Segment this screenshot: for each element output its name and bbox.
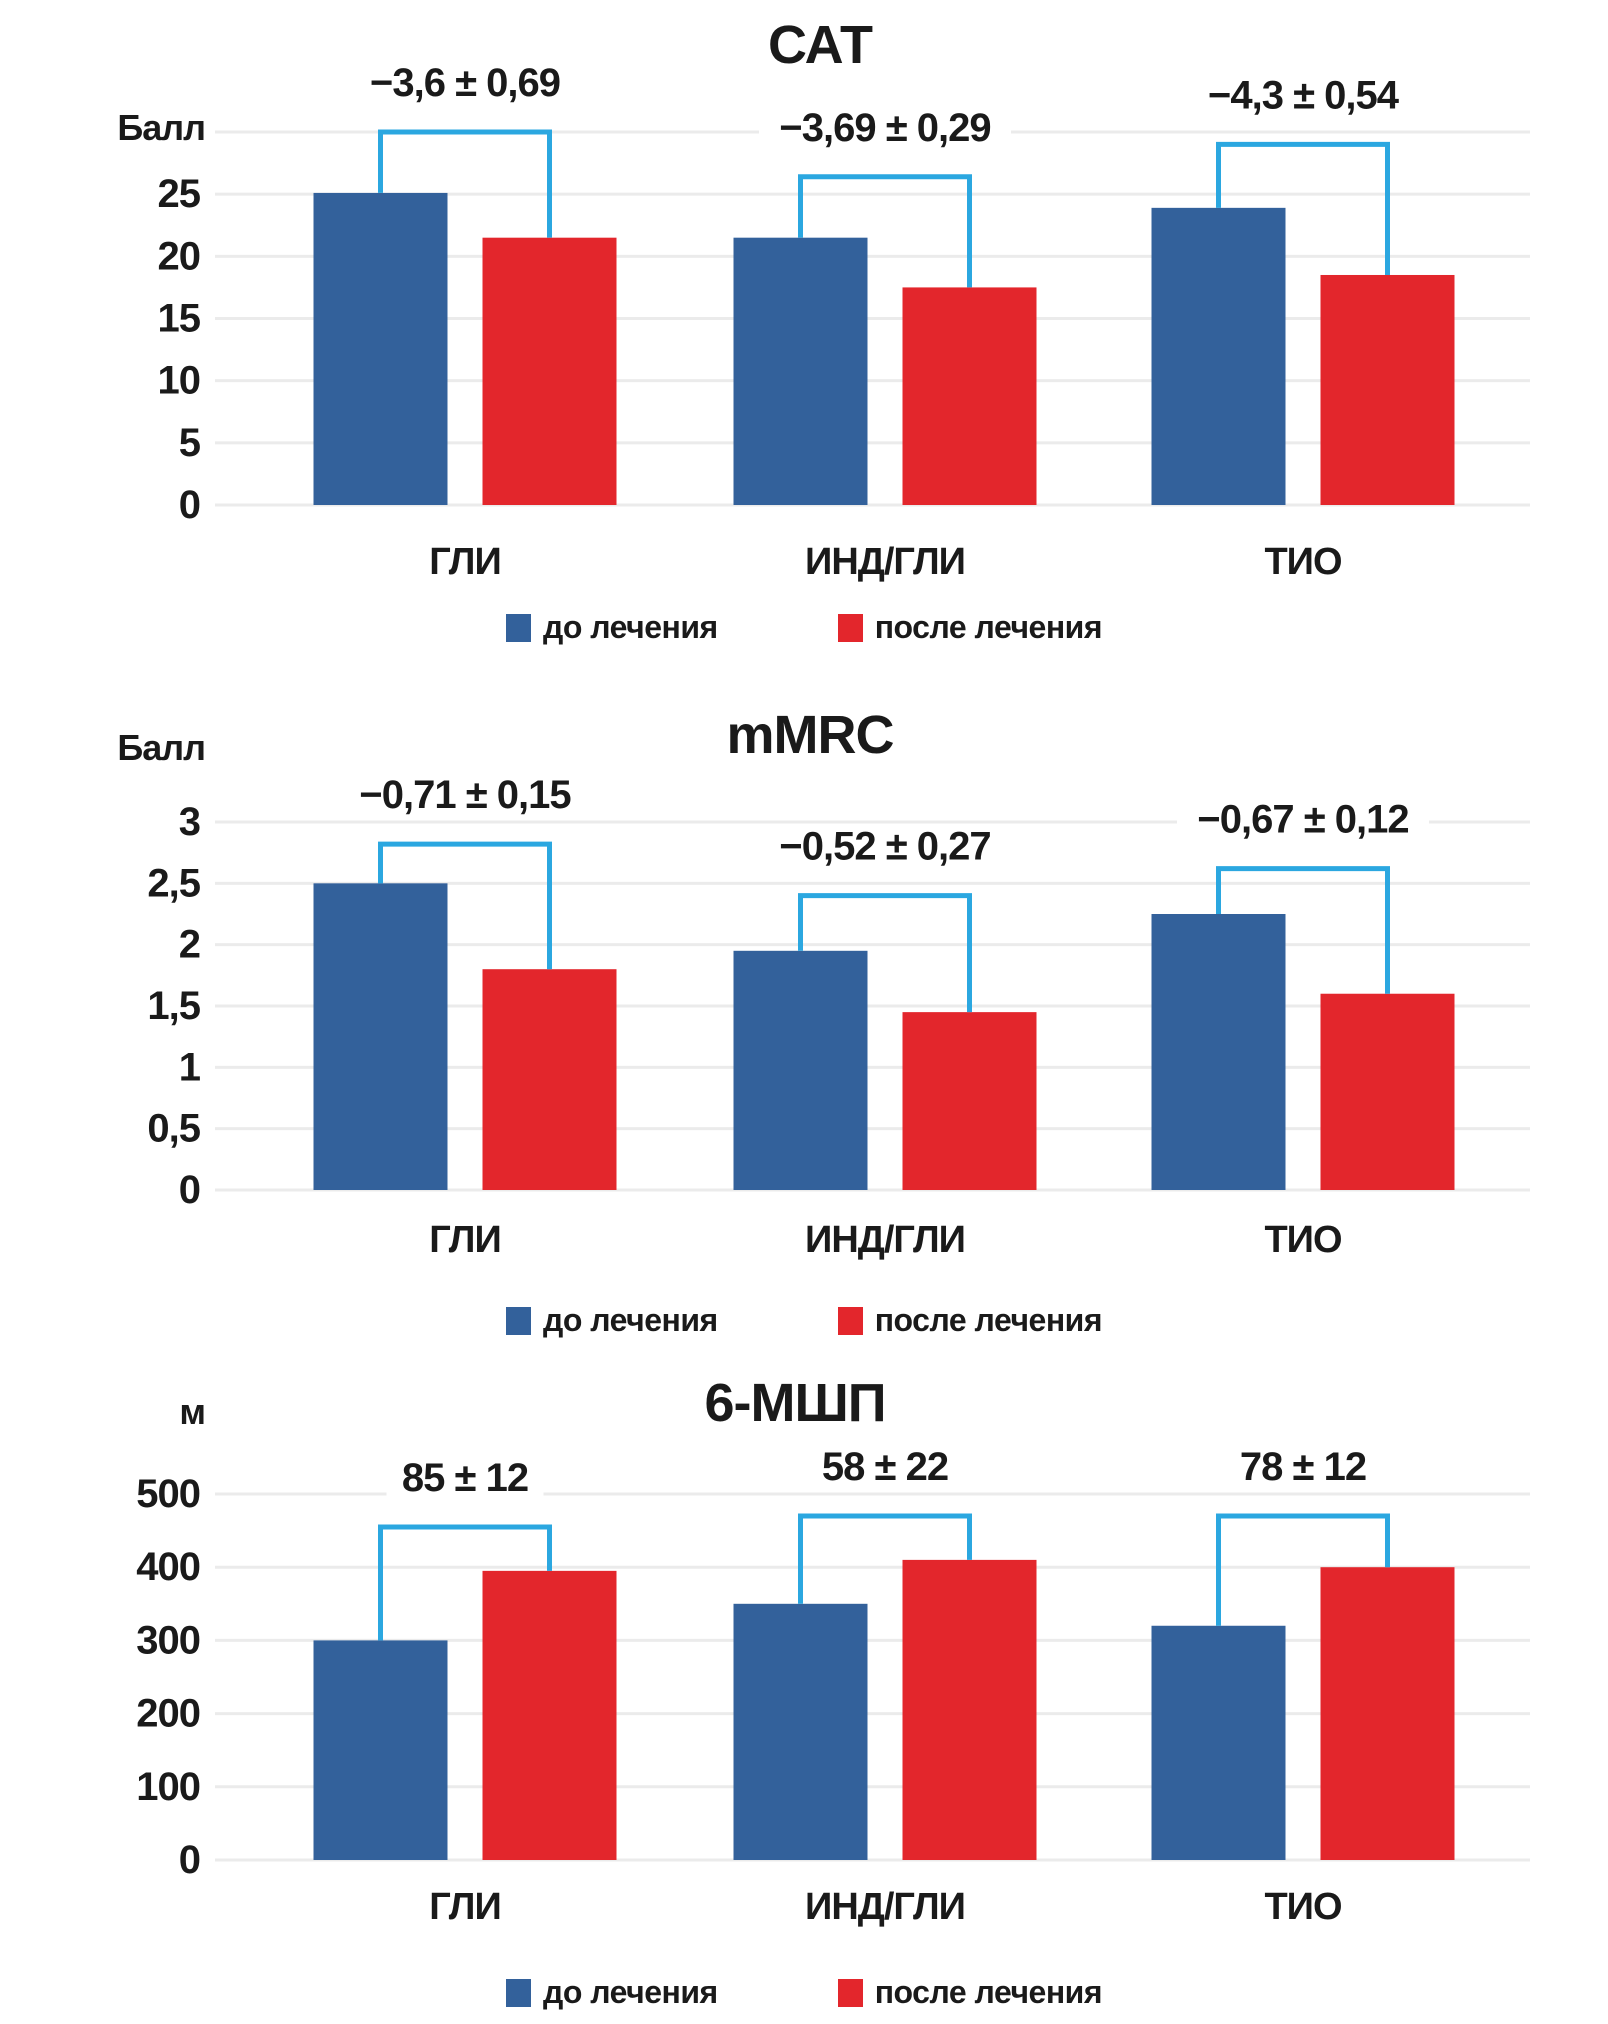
bar-before-2 — [1151, 914, 1286, 1190]
bracket-annotation-1: −0,52 ± 0,27 — [779, 825, 990, 869]
bar-after-1 — [902, 1012, 1037, 1190]
bar-after-0 — [482, 969, 617, 1190]
bar-after-1 — [902, 1559, 1037, 1860]
y-tick-label: 300 — [136, 1618, 200, 1662]
category-label-1: ИНД/ГЛИ — [805, 541, 965, 583]
y-tick-label: 200 — [136, 1692, 200, 1736]
bar-after-1 — [902, 287, 1037, 505]
bracket-annotation-1: 58 ± 22 — [822, 1445, 948, 1489]
bracket-annotation-2: −4,3 ± 0,54 — [1208, 73, 1400, 117]
bracket-annotation-0: 85 ± 12 — [402, 1456, 528, 1500]
y-tick-label: 25 — [158, 172, 201, 216]
annotation-backdrop — [348, 60, 582, 108]
chart-cat: −3,6 ± 0,69 ГЛИ −3,69 ± 0,29 ИНД/ГЛИ −4,3 ± … — [117, 15, 1530, 583]
y-tick-label: 0 — [179, 1168, 200, 1212]
y-tick-label: 1 — [179, 1045, 201, 1089]
bracket-0 — [378, 129, 552, 238]
y-tick-label: 100 — [136, 1765, 200, 1809]
category-label-2: ТИО — [1264, 541, 1341, 583]
bracket-annotation-0: −0,71 ± 0,15 — [359, 773, 571, 817]
y-axis-unit-label: Балл — [117, 107, 205, 148]
y-tick-label: 15 — [158, 297, 201, 341]
chart-title: mMRC — [727, 705, 894, 765]
annotation-backdrop — [339, 772, 591, 821]
bar-after-2 — [1320, 993, 1455, 1190]
category-label-0: ГЛИ — [429, 541, 501, 583]
y-tick-label: 1,5 — [147, 984, 200, 1028]
annotation-backdrop — [386, 1454, 544, 1503]
y-tick-label: 2,5 — [147, 861, 200, 905]
bracket-annotation-2: −0,67 ± 0,12 — [1197, 798, 1408, 842]
y-tick-label: 2 — [179, 923, 200, 967]
chart-6mwt: 85 ± 12 ГЛИ 58 ± 22 ИНД/ГЛИ 78 ± 12 ТИО 0 100 20… — [136, 1373, 1530, 1928]
bar-before-2 — [1151, 1625, 1286, 1860]
bracket-annotation-2: 78 ± 12 — [1240, 1445, 1366, 1489]
chart-mmrc: −0,71 ± 0,15 ГЛИ −0,52 ± 0,27 ИНД/ГЛИ −0,67 … — [117, 705, 1530, 1261]
bracket-1 — [798, 174, 972, 288]
category-label-2: ТИО — [1264, 1219, 1341, 1261]
annotation-backdrop — [759, 823, 1011, 872]
bar-before-0 — [313, 192, 448, 505]
bar-before-1 — [733, 1603, 868, 1860]
bar-after-2 — [1320, 274, 1455, 505]
y-tick-label: 500 — [136, 1472, 200, 1516]
y-tick-label: 0 — [179, 1838, 200, 1882]
y-tick-label: 0,5 — [147, 1107, 200, 1151]
category-label-2: ТИО — [1264, 1886, 1341, 1928]
annotation-backdrop — [806, 1443, 964, 1492]
y-tick-label: 0 — [179, 483, 200, 527]
category-label-0: ГЛИ — [429, 1886, 501, 1928]
y-axis-unit-label: м — [179, 1391, 205, 1432]
y-tick-label: 10 — [158, 359, 201, 403]
category-label-0: ГЛИ — [429, 1219, 501, 1261]
bar-before-1 — [733, 237, 868, 505]
bar-before-0 — [313, 883, 448, 1190]
bar-after-0 — [482, 237, 617, 505]
bracket-0 — [378, 1524, 552, 1641]
y-axis-unit-label: Балл — [117, 727, 205, 768]
y-tick-label: 20 — [158, 234, 201, 278]
annotation-backdrop — [1224, 1443, 1382, 1492]
chart-title: 6-МШП — [704, 1373, 885, 1433]
bar-after-2 — [1320, 1567, 1455, 1860]
annotation-backdrop — [759, 104, 1011, 153]
bracket-2 — [1216, 141, 1390, 275]
bracket-0 — [378, 841, 552, 970]
bracket-annotation-0: −3,6 ± 0,69 — [370, 61, 560, 105]
bracket-annotation-1: −3,69 ± 0,29 — [779, 106, 990, 150]
y-tick-label: 3 — [179, 800, 200, 844]
y-tick-label: 5 — [179, 421, 201, 465]
annotation-backdrop — [1186, 72, 1420, 121]
bar-before-0 — [313, 1640, 448, 1860]
bar-before-2 — [1151, 207, 1286, 506]
bracket-2 — [1216, 1513, 1390, 1626]
category-label-1: ИНД/ГЛИ — [805, 1219, 965, 1261]
bracket-2 — [1216, 866, 1390, 994]
y-tick-label: 400 — [136, 1545, 200, 1589]
bar-after-0 — [482, 1570, 617, 1860]
bracket-1 — [798, 893, 972, 1013]
bar-before-1 — [733, 950, 868, 1190]
bracket-1 — [798, 1513, 972, 1604]
annotation-backdrop — [1177, 796, 1429, 845]
chart-title: САТ — [768, 15, 873, 75]
category-label-1: ИНД/ГЛИ — [805, 1886, 965, 1928]
